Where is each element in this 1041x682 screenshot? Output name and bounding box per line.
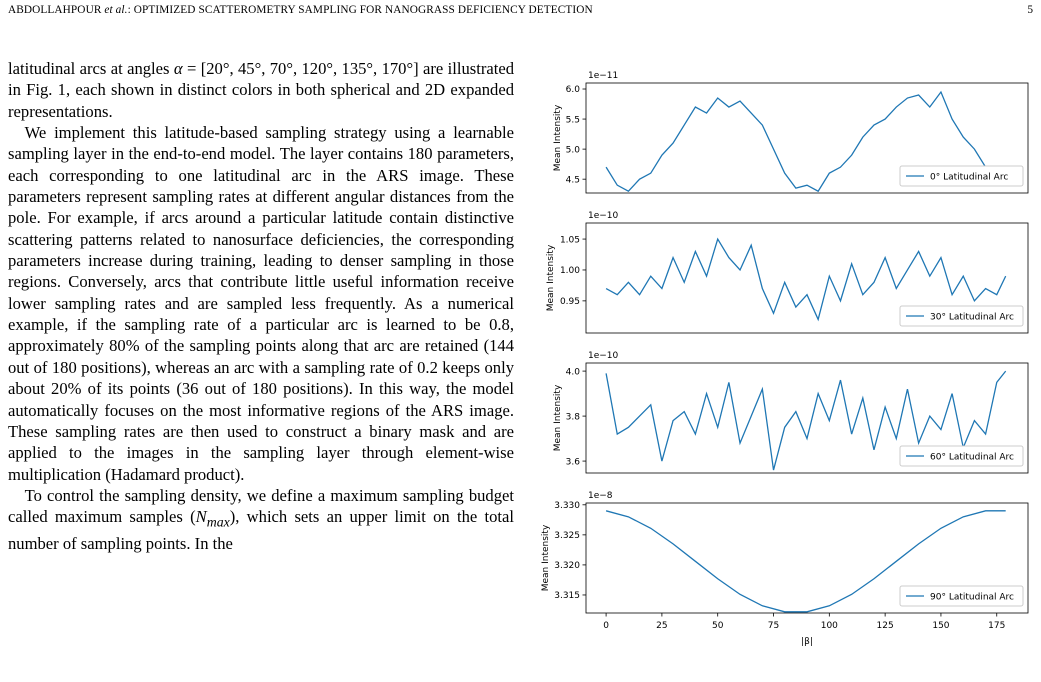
y-axis-label: Mean Intensity	[553, 384, 563, 451]
text-column: latitudinal arcs at angles α = [20°, 45°…	[8, 58, 514, 554]
math: N	[195, 507, 207, 527]
paragraph: latitudinal arcs at angles α = [20°, 45°…	[8, 58, 514, 122]
plot-frame	[585, 222, 1029, 334]
legend-label: 30° Latitudinal Arc	[930, 313, 1014, 323]
y-tick-label: 3.8	[566, 412, 581, 422]
legend-box	[899, 445, 1024, 467]
y-tick-label: 3.325	[554, 531, 580, 541]
plot-frame	[585, 502, 1029, 614]
y-tick-label: 1.05	[560, 235, 580, 245]
x-tick-label: 100	[821, 621, 838, 631]
x-tick-label: 50	[712, 621, 724, 631]
offset-label: 1e−8	[588, 491, 613, 501]
text: ), which sets an upper limit on the tota…	[8, 507, 514, 553]
paragraph: We implement this latitude-based samplin…	[8, 122, 514, 485]
y-tick-label: 6.0	[566, 85, 581, 95]
offset-label: 1e−10	[588, 351, 619, 361]
math: α	[173, 59, 183, 78]
x-tick-label: 0	[603, 621, 609, 631]
y-tick-label: 3.315	[554, 591, 580, 601]
y-tick-label: 3.320	[554, 561, 580, 571]
text: = [20°, 45°, 70°, 120°, 135°, 170°] are …	[8, 59, 514, 121]
legend-box	[899, 165, 1024, 187]
offset-label: 1e−11	[588, 71, 618, 81]
y-tick-label: 3.6	[566, 457, 581, 467]
plot-frame	[585, 362, 1029, 474]
header-author: ABDOLLAHPOUR	[8, 4, 105, 16]
x-tick-label: 175	[988, 621, 1005, 631]
y-axis-label: Mean Intensity	[546, 244, 556, 311]
x-tick-label: 75	[768, 621, 779, 631]
legend-box	[899, 305, 1024, 327]
x-axis-label: |β|	[801, 637, 813, 647]
x-tick-label: 150	[932, 621, 949, 631]
running-header: ABDOLLAHPOUR et al.: OPTIMIZED SCATTEROM…	[8, 4, 593, 16]
x-tick-label: 25	[656, 621, 667, 631]
header-title: : OPTIMIZED SCATTEROMETRY SAMPLING FOR N…	[127, 4, 593, 16]
y-tick-label: 5.0	[566, 145, 581, 155]
y-tick-label: 0.95	[560, 297, 580, 307]
legend-box	[899, 585, 1024, 607]
legend-label: 90° Latitudinal Arc	[930, 593, 1014, 603]
y-tick-label: 4.5	[566, 175, 580, 185]
y-tick-label: 4.0	[566, 367, 581, 377]
legend-label: 0° Latitudinal Arc	[930, 173, 1008, 183]
data-line	[605, 90, 1007, 193]
y-tick-label: 3.330	[554, 501, 580, 511]
y-tick-label: 1.00	[560, 266, 580, 276]
y-axis-label: Mean Intensity	[553, 104, 563, 171]
data-line	[605, 370, 1007, 471]
text: latitudinal arcs at angles	[8, 59, 174, 78]
plot-frame	[585, 82, 1029, 194]
math-sub: max	[206, 514, 230, 530]
legend-label: 60° Latitudinal Arc	[930, 453, 1014, 463]
offset-label: 1e−10	[588, 211, 619, 221]
text: To control the sampling density, we defi…	[8, 485, 514, 527]
text: We implement this latitude-based samplin…	[8, 123, 514, 484]
page-number: 5	[1027, 4, 1033, 16]
header-etal: et al.	[104, 4, 128, 16]
y-tick-label: 5.5	[566, 115, 580, 125]
y-axis-label: Mean Intensity	[541, 524, 551, 591]
data-line	[605, 510, 1006, 613]
paragraph: To control the sampling density, we defi…	[8, 485, 514, 554]
data-line	[605, 237, 1007, 322]
x-tick-label: 125	[877, 621, 894, 631]
